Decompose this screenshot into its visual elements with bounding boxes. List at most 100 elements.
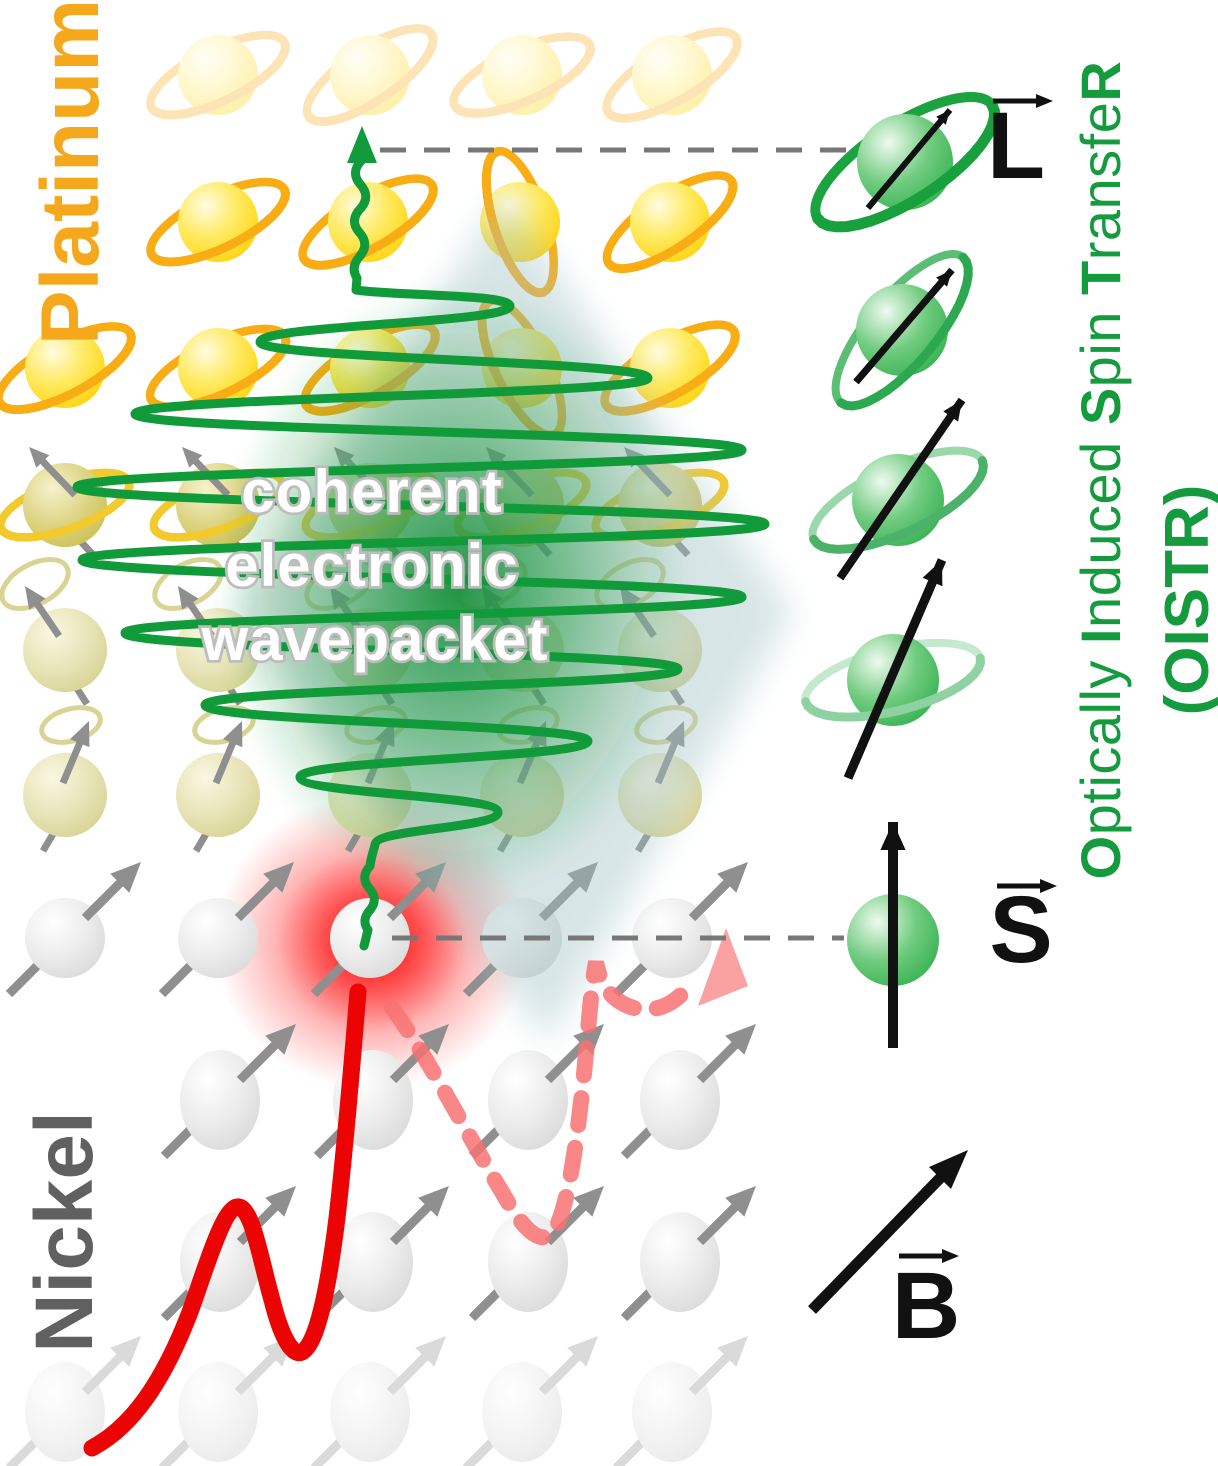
wavepacket-line2: electronic (225, 532, 518, 599)
title-seg: O (1069, 835, 1132, 879)
spin-arrowhead (415, 1336, 446, 1367)
platinum-label: Platinum (25, 0, 116, 345)
spin-arrowhead (573, 1024, 604, 1055)
atom-sphere (23, 608, 107, 692)
atom-sphere (482, 1362, 562, 1462)
platinum-atom (146, 30, 291, 120)
platinum-atom (0, 322, 136, 415)
lattice-row (5, 1336, 748, 1466)
platinum-atom (449, 32, 595, 118)
interface-atom (0, 447, 134, 558)
spin-transfer-atoms (801, 92, 1000, 1048)
platinum-atom (146, 177, 291, 267)
nickel-atom (468, 1186, 604, 1322)
laser-pulse-curve (83, 983, 367, 1457)
oistr-acronym: (OISTR) (1153, 485, 1218, 716)
nickel-atom (5, 1336, 141, 1466)
atom-sphere (640, 1050, 720, 1150)
scattered-pulse-arrowhead (698, 928, 748, 1006)
atom-sphere (23, 753, 107, 837)
halo-ring (0, 557, 71, 611)
platinum-atom (602, 171, 738, 274)
nickel-atom (160, 1024, 296, 1160)
nickel-atom (158, 862, 294, 998)
orbit-ring-front (0, 328, 136, 415)
atom-sphere (176, 753, 260, 837)
atom-sphere (330, 1362, 410, 1462)
orbit-ring-front (147, 38, 291, 120)
nickel-atom (612, 1336, 748, 1466)
wavepacket-caption: coherent electronic wavepacket (198, 455, 550, 676)
interface-atom (0, 557, 107, 706)
L-letter: L (987, 93, 1045, 199)
orbit-ring-front (304, 29, 438, 127)
nickel-atom (620, 1024, 756, 1160)
spin-arrowhead (922, 560, 943, 587)
wavepacket-line3: wavepacket (201, 606, 549, 673)
atom-sphere (632, 1362, 712, 1462)
spin-arrowhead (178, 586, 199, 610)
wavepacket-coil (72, 126, 770, 951)
lattice-row (146, 146, 738, 298)
wavepacket-arrowhead (347, 126, 377, 163)
spin-arrowhead (880, 822, 906, 850)
halo-ring (39, 705, 103, 745)
spin-arrowhead (567, 1336, 598, 1367)
oistr-title: Optically Induced Spin TransfeR (OISTR) (1069, 61, 1218, 880)
nickel-atom (462, 1336, 598, 1466)
interface-atom (23, 705, 107, 853)
spin-arrowhead (223, 721, 243, 748)
B-field-arrow: B (808, 1150, 968, 1359)
spin-arrowhead (182, 447, 203, 468)
platinum-atom (602, 27, 742, 123)
orbit-ring-front (812, 99, 1000, 233)
green-atom-1 (810, 92, 1000, 233)
wavepacket-line1: coherent (241, 458, 502, 525)
orbit-ring-front (449, 40, 595, 118)
spin-arrowhead (725, 1024, 756, 1055)
green-atom-5 (847, 822, 939, 1048)
spin-arrowhead (110, 1336, 141, 1367)
platinum-atom (298, 174, 438, 270)
orbit-ring-front (801, 653, 985, 722)
spin-arrowhead (265, 1186, 296, 1217)
spin-arrowhead (936, 110, 950, 125)
spin-arrowhead (717, 1336, 748, 1367)
atom-sphere (178, 1362, 258, 1462)
interface-atom (176, 705, 260, 853)
platinum-atom (302, 24, 438, 127)
nickel-atom (310, 1336, 446, 1466)
spin-arrowhead (725, 1186, 756, 1217)
S-vector-label: S (989, 877, 1057, 983)
spin-arrowhead (943, 400, 962, 422)
green-atom-2 (831, 250, 973, 411)
nickel-atom (5, 862, 141, 998)
spin-arrowhead (418, 1186, 449, 1217)
scattered-pulse-path (384, 928, 748, 1246)
spin-arrowhead (70, 721, 90, 748)
spin-arrowhead (110, 862, 141, 893)
orbit-ring-front (604, 176, 738, 274)
green-atom-4 (801, 558, 985, 780)
green-atom-3 (808, 397, 988, 581)
atom-sphere (333, 1212, 413, 1312)
svg-text:Optically Induced Spin Transfe: Optically Induced Spin TransfeR (1069, 61, 1132, 880)
nickel-atom (158, 1336, 294, 1466)
atom-sphere (180, 1050, 260, 1150)
orbit-ring-front (147, 185, 291, 267)
atom-sphere (640, 1212, 720, 1312)
orbit-ring-front (809, 456, 988, 554)
B-letter: B (892, 1253, 961, 1359)
lattice-row (146, 24, 742, 127)
spin-arrowhead (29, 447, 50, 468)
spin-arrowhead (573, 1186, 604, 1217)
orbit-ring-front (299, 180, 438, 270)
spin-arrowhead (265, 1024, 296, 1055)
orbit-ring-front (603, 33, 742, 123)
spin-arrowhead (25, 586, 46, 610)
nickel-label: Nickel (19, 1111, 110, 1353)
nickel-atom (313, 1186, 449, 1322)
L-vector-label: L (987, 93, 1053, 199)
